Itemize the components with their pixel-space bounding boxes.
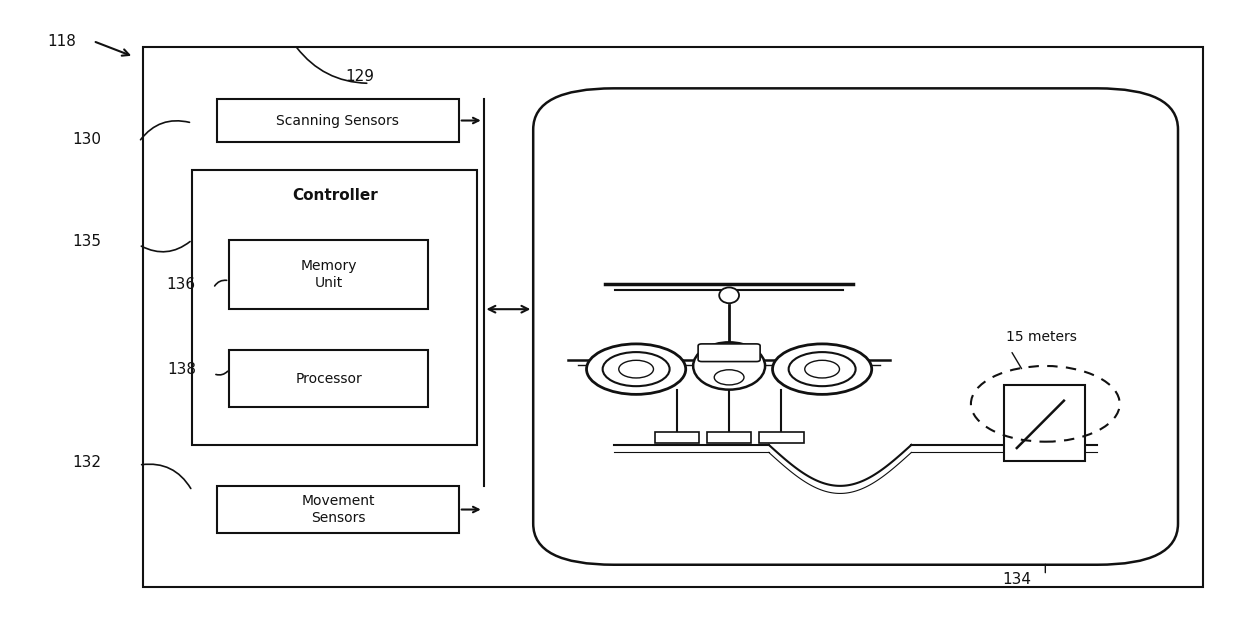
- FancyBboxPatch shape: [707, 432, 751, 443]
- Text: Processor: Processor: [295, 372, 362, 386]
- Text: Scanning Sensors: Scanning Sensors: [277, 114, 399, 127]
- FancyBboxPatch shape: [1004, 385, 1085, 461]
- Text: 130: 130: [73, 132, 102, 147]
- Ellipse shape: [693, 342, 765, 389]
- Circle shape: [587, 344, 686, 394]
- Text: 129: 129: [345, 69, 374, 84]
- Text: 134: 134: [1002, 572, 1032, 587]
- Circle shape: [789, 352, 856, 386]
- FancyBboxPatch shape: [533, 88, 1178, 565]
- Text: Memory
Unit: Memory Unit: [300, 259, 357, 290]
- FancyBboxPatch shape: [217, 99, 459, 142]
- FancyBboxPatch shape: [698, 344, 760, 362]
- Text: 118: 118: [47, 33, 76, 49]
- Circle shape: [714, 370, 744, 385]
- Text: 135: 135: [73, 234, 102, 249]
- Circle shape: [619, 360, 653, 378]
- FancyBboxPatch shape: [192, 170, 477, 445]
- FancyBboxPatch shape: [143, 47, 1203, 587]
- Ellipse shape: [719, 288, 739, 304]
- Text: 138: 138: [167, 362, 196, 377]
- Text: Movement
Sensors: Movement Sensors: [301, 495, 374, 524]
- Circle shape: [603, 352, 670, 386]
- Text: 132: 132: [73, 455, 102, 470]
- FancyBboxPatch shape: [229, 240, 428, 309]
- Text: 15 meters: 15 meters: [1006, 330, 1078, 344]
- FancyBboxPatch shape: [217, 486, 459, 533]
- Text: Controller: Controller: [291, 188, 378, 203]
- FancyBboxPatch shape: [655, 432, 699, 443]
- Circle shape: [805, 360, 839, 378]
- Text: 136: 136: [167, 277, 196, 292]
- FancyBboxPatch shape: [759, 432, 804, 443]
- FancyBboxPatch shape: [229, 350, 428, 407]
- Circle shape: [773, 344, 872, 394]
